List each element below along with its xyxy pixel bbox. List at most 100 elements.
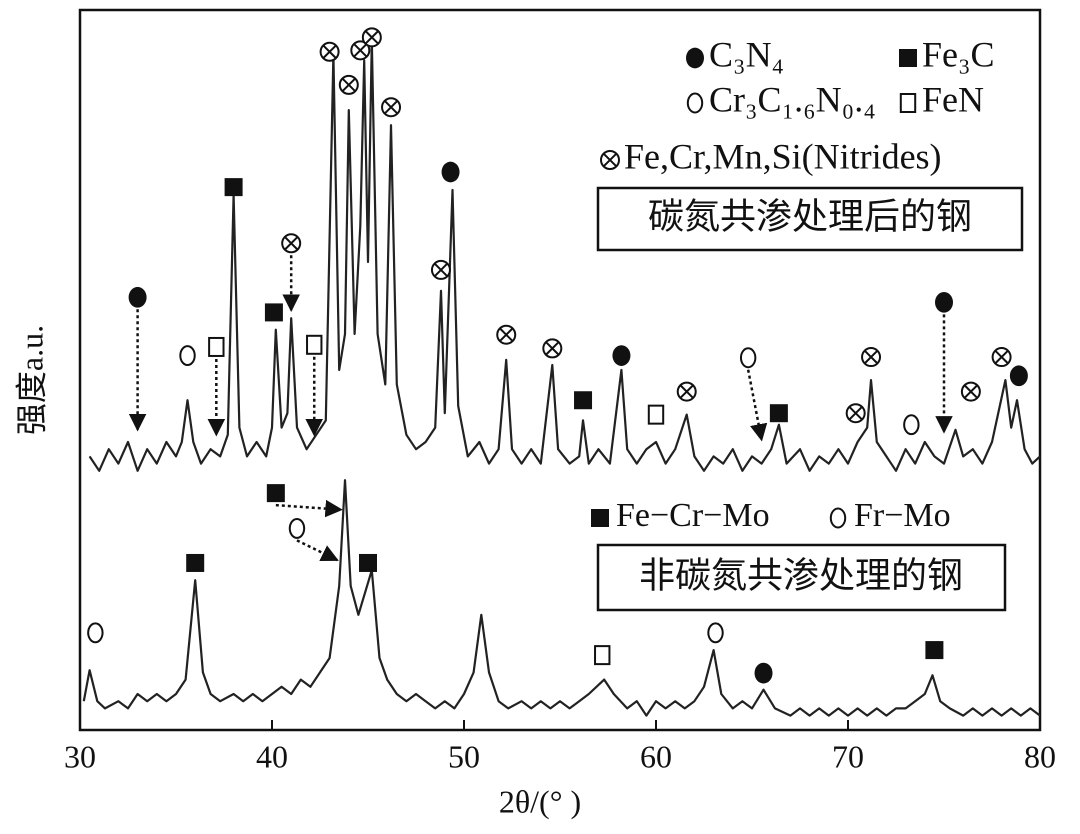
symbol — [594, 645, 611, 666]
marker-open-square — [647, 404, 665, 425]
symbol — [353, 43, 367, 57]
marker-open-circle — [707, 622, 724, 644]
symbol — [925, 641, 944, 660]
sample-label: 碳氮共渗处理后的钢 — [648, 196, 972, 236]
marker-open-square — [208, 336, 225, 357]
y-axis-label: 强度a.u. — [13, 325, 49, 435]
marker-open-circle — [829, 507, 847, 529]
symbol — [739, 347, 757, 369]
marker-crossed-circle — [861, 347, 882, 368]
marker-filled-square — [266, 484, 285, 503]
peak-arrow — [296, 539, 339, 562]
symbol — [128, 286, 147, 308]
marker-filled-square — [899, 49, 917, 67]
marker-crossed-circle — [350, 40, 371, 61]
marker-crossed-circle — [991, 347, 1012, 368]
marker-crossed-circle — [361, 27, 382, 48]
marker-crossed-circle — [600, 150, 620, 170]
marker-filled-square — [574, 391, 593, 410]
x-tick-label: 40 — [256, 738, 288, 774]
x-tick-label: 60 — [640, 738, 672, 774]
marker-crossed-circle — [281, 233, 302, 254]
legend-label: Fe₃C — [922, 34, 995, 74]
x-tick-label: 50 — [448, 738, 480, 774]
symbol — [186, 553, 205, 572]
marker-open-circle — [739, 347, 757, 369]
symbol — [384, 100, 398, 114]
symbol — [574, 391, 593, 410]
legend-label: Fe,Cr,Mn,Si(Nitrides) — [624, 136, 942, 176]
legend-label: Fr−Mo — [854, 497, 951, 534]
symbol — [306, 334, 323, 355]
symbol — [179, 345, 196, 367]
marker-open-circle — [686, 92, 704, 114]
symbol — [434, 263, 448, 277]
marker-crossed-circle — [430, 259, 451, 280]
symbol — [266, 484, 285, 503]
marker-filled-circle — [686, 47, 704, 69]
symbol — [288, 517, 306, 539]
marker-open-circle — [288, 517, 306, 539]
marker-filled-square — [591, 509, 609, 527]
xrd-curve — [82, 479, 1041, 717]
symbol — [208, 336, 225, 357]
symbol — [359, 553, 377, 572]
marker-filled-square — [186, 553, 205, 572]
symbol — [935, 291, 953, 313]
symbol — [603, 153, 617, 167]
peak-arrow — [746, 369, 768, 442]
symbol — [647, 404, 665, 425]
legend-label: Fe−Cr−Mo — [616, 497, 770, 534]
symbol — [899, 93, 917, 113]
symbol — [903, 414, 920, 436]
x-tick-label: 80 — [1024, 738, 1056, 774]
symbol — [964, 385, 978, 399]
marker-filled-square — [769, 404, 788, 423]
symbol — [87, 622, 104, 644]
symbol — [769, 404, 788, 423]
marker-crossed-circle — [496, 324, 517, 345]
symbol — [829, 507, 847, 529]
marker-filled-square — [359, 553, 377, 572]
marker-crossed-circle — [676, 381, 697, 402]
marker-open-square — [899, 93, 917, 113]
symbol — [707, 622, 724, 644]
x-tick-label: 30 — [64, 738, 96, 774]
marker-open-square — [306, 334, 323, 355]
marker-crossed-circle — [542, 338, 563, 359]
symbol — [899, 49, 917, 67]
symbol — [365, 30, 379, 44]
symbol — [224, 178, 243, 197]
marker-open-circle — [179, 345, 196, 367]
symbol — [680, 385, 694, 399]
x-axis-label: 2θ/(° ) — [499, 783, 581, 819]
marker-crossed-circle — [381, 97, 402, 118]
marker-filled-circle — [128, 286, 147, 308]
symbol — [686, 92, 704, 114]
marker-filled-circle — [935, 291, 953, 313]
symbol — [264, 303, 283, 322]
marker-filled-square — [264, 303, 283, 322]
symbol — [754, 662, 773, 684]
legend-label: C₃N₄ — [709, 34, 784, 74]
marker-filled-circle — [754, 662, 773, 684]
marker-filled-square — [925, 641, 944, 660]
symbol — [499, 328, 513, 342]
marker-crossed-circle — [845, 403, 866, 424]
symbol — [686, 47, 704, 69]
legend-label: FeN — [922, 79, 984, 119]
symbol — [284, 236, 298, 250]
marker-filled-circle — [612, 345, 631, 366]
symbol — [545, 341, 559, 355]
sample-box — [596, 543, 1007, 612]
plot-frame — [78, 8, 1042, 732]
marker-crossed-circle — [960, 381, 981, 402]
marker-filled-square — [224, 178, 243, 197]
symbol — [864, 350, 878, 364]
sample-box — [596, 186, 1024, 252]
peak-arrow — [275, 499, 343, 518]
x-tick-label: 70 — [832, 738, 864, 774]
marker-filled-circle — [1009, 365, 1028, 387]
sample-label: 非碳氮共渗处理的钢 — [639, 555, 963, 595]
